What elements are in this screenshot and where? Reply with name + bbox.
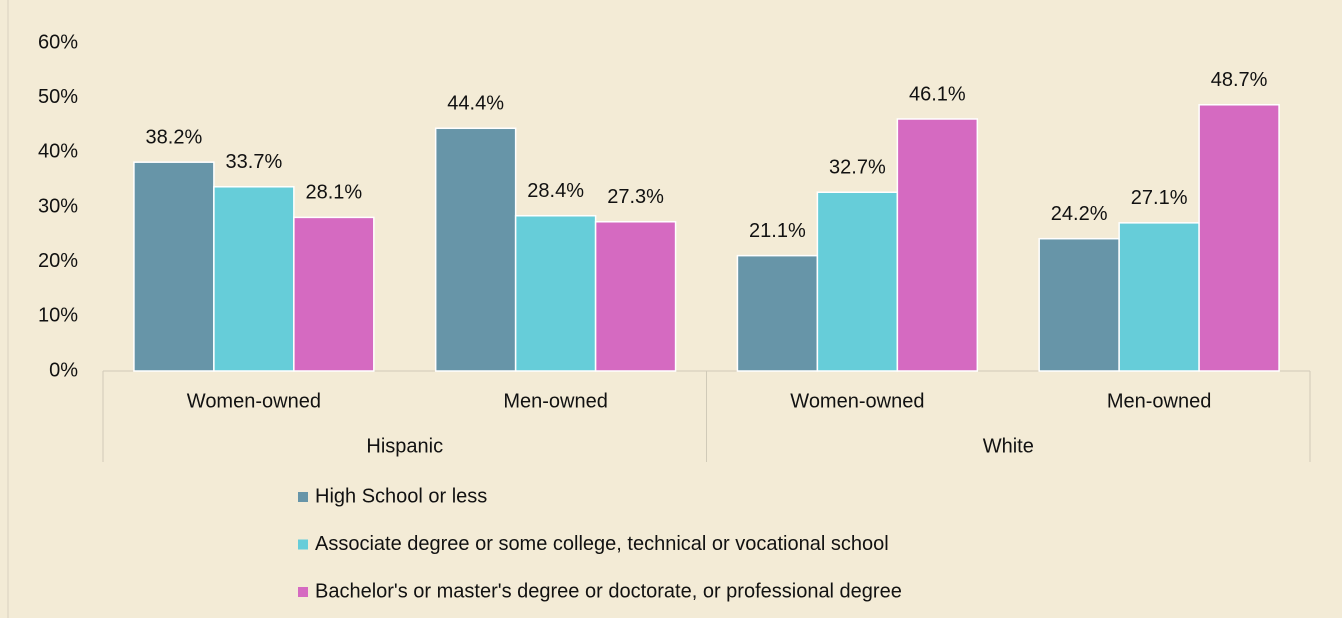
data-label: 24.2% — [1051, 203, 1108, 225]
y-tick-label: 40% — [38, 141, 78, 163]
legend-swatch — [298, 492, 308, 502]
group-label: Hispanic — [366, 435, 443, 457]
legend-swatch — [298, 539, 308, 550]
data-label: 46.1% — [909, 83, 966, 105]
bar — [514, 214, 597, 372]
data-label: 44.4% — [447, 93, 504, 115]
data-label: 48.7% — [1211, 69, 1268, 91]
bar — [133, 161, 215, 372]
bar — [896, 118, 979, 372]
bar — [1198, 104, 1280, 372]
legend-label: Bachelor's or master's degree or doctora… — [315, 580, 902, 602]
group-label: White — [983, 435, 1034, 457]
bar — [594, 221, 677, 372]
y-tick-label: 30% — [38, 195, 78, 217]
legend-swatch — [298, 587, 308, 597]
bar — [1038, 237, 1120, 372]
bar — [434, 127, 517, 372]
y-tick-label: 10% — [38, 305, 78, 327]
bar — [736, 254, 819, 372]
bar — [1118, 222, 1200, 372]
y-tick-label: 20% — [38, 250, 78, 272]
data-label: 28.1% — [305, 182, 362, 204]
y-tick-label: 0% — [49, 359, 78, 381]
y-tick-label: 50% — [38, 86, 78, 108]
bar — [293, 216, 375, 372]
data-label: 32.7% — [829, 157, 886, 179]
data-label: 33.7% — [226, 151, 283, 173]
bar — [213, 186, 295, 372]
bar — [816, 191, 899, 372]
data-label: 27.3% — [607, 186, 664, 208]
y-tick-label: 60% — [38, 31, 78, 53]
x-tick-label: Men-owned — [503, 390, 608, 412]
data-label: 27.1% — [1131, 187, 1188, 209]
x-tick-label: Women-owned — [187, 390, 321, 412]
x-tick-label: Men-owned — [1107, 390, 1212, 412]
x-tick-label: Women-owned — [790, 390, 924, 412]
data-label: 38.2% — [146, 126, 203, 148]
data-label: 28.4% — [527, 180, 584, 202]
data-label: 21.1% — [749, 220, 806, 242]
legend-label: Associate degree or some college, techni… — [315, 533, 889, 555]
legend-label: High School or less — [315, 485, 487, 507]
